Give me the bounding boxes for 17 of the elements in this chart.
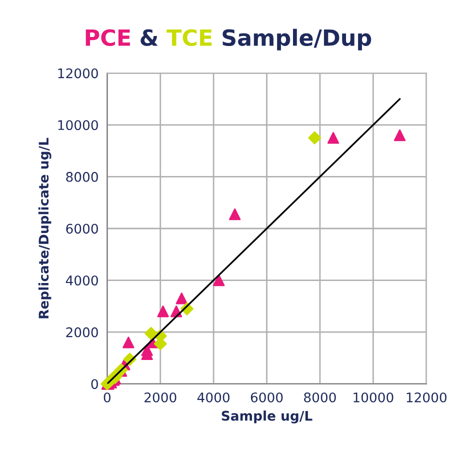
y-tick-label: 2000 [66,327,98,338]
y-tick-label: 6000 [66,224,98,234]
x-tick-label: 12000 [406,392,446,402]
x-tick-label: 10000 [354,392,394,402]
x-tick-label: 6000 [250,392,283,402]
y-tick-label: 10000 [58,120,98,130]
y-axis-title: Replicate/Duplicate ug/L [38,138,52,318]
x-tick-label: 8000 [304,392,336,402]
y-tick-label: 8000 [66,172,98,182]
x-tick-label: 4000 [197,392,230,402]
chart-title: PCE & TCE Sample/Dup [86,28,372,50]
x-tick-label: 2000 [144,392,176,402]
y-tick-label: 0 [91,379,98,390]
x-axis-title: Sample ug/L [222,410,312,424]
x-tick-label: 0 [104,392,110,402]
y-tick-label: 12000 [58,68,98,78]
y-tick-label: 4000 [66,276,98,286]
